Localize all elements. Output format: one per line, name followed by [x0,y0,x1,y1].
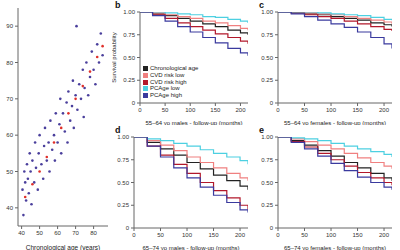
html-text:e: e [259,125,264,135]
svg-text:200: 200 [379,107,390,113]
svg-text:100: 100 [326,232,337,238]
svg-text:Chronological age (years): Chronological age (years) [26,244,100,250]
svg-text:0.25: 0.25 [117,202,129,208]
svg-text:0: 0 [132,100,136,106]
svg-text:50: 50 [162,107,169,113]
svg-text:0: 0 [276,232,280,238]
svg-text:100: 100 [326,107,337,113]
html-text:b: b [115,0,121,10]
svg-text:150: 150 [209,232,220,238]
svg-text:0.25: 0.25 [123,77,135,83]
svg-text:40: 40 [18,230,25,236]
svg-text:0: 0 [270,100,274,106]
svg-text:0: 0 [270,225,274,231]
svg-text:65–74 yo males - follow-up (mo: 65–74 yo males - follow-up (months) [142,245,239,250]
svg-text:1.00: 1.00 [117,134,129,140]
svg-text:60: 60 [54,230,61,236]
svg-text:0.50: 0.50 [261,180,273,186]
svg-text:100: 100 [182,232,193,238]
svg-text:0: 0 [276,107,280,113]
svg-text:50: 50 [301,232,308,238]
svg-text:90: 90 [8,23,14,29]
svg-text:200: 200 [379,232,390,238]
svg-text:200: 200 [235,107,246,113]
svg-text:150: 150 [353,107,364,113]
svg-text:50: 50 [8,169,14,175]
html-text:PCAge low: PCAge low [150,85,180,92]
svg-text:1.00: 1.00 [123,9,135,15]
svg-text:0.75: 0.75 [261,32,273,38]
svg-text:0.50: 0.50 [261,55,273,61]
html-text:PCAge high: PCAge high [150,92,182,99]
svg-text:50: 50 [157,232,164,238]
svg-text:0: 0 [126,225,130,231]
svg-text:70: 70 [8,96,14,102]
svg-text:150: 150 [210,107,221,113]
svg-text:0.25: 0.25 [261,202,273,208]
html-text:Chronological age: Chronological age [150,65,199,71]
svg-text:1.00: 1.00 [261,134,273,140]
svg-text:1.00: 1.00 [261,9,273,15]
svg-text:150: 150 [353,232,364,238]
svg-text:0.50: 0.50 [123,55,135,61]
svg-text:Survival probability: Survival probability [112,32,117,82]
svg-text:70: 70 [72,230,79,236]
html-text:CVD risk high: CVD risk high [150,78,187,85]
svg-text:0: 0 [132,232,136,238]
svg-text:0.75: 0.75 [261,157,273,163]
svg-text:80: 80 [90,230,97,236]
svg-text:0.25: 0.25 [261,77,273,83]
svg-text:55–64 yo males - follow-up (mo: 55–64 yo males - follow-up (months) [145,120,242,125]
svg-text:0: 0 [138,107,142,113]
svg-text:0.75: 0.75 [117,157,129,163]
svg-text:80: 80 [8,60,14,66]
html-text:CVD risk low: CVD risk low [150,71,185,78]
svg-text:100: 100 [185,107,196,113]
svg-text:40: 40 [8,205,14,211]
svg-text:0.50: 0.50 [117,180,129,186]
html-text:c: c [259,0,264,10]
svg-text:50: 50 [301,107,308,113]
html-text:d: d [115,125,121,135]
svg-text:60: 60 [8,132,14,138]
svg-text:50: 50 [36,230,43,236]
svg-text:55–64 yo females - follow-up (: 55–64 yo females - follow-up (months) [284,120,386,125]
svg-text:0.75: 0.75 [123,32,135,38]
svg-text:200: 200 [235,232,246,238]
svg-text:65–74 yo females - follow-up (: 65–74 yo females - follow-up (months) [284,245,386,250]
